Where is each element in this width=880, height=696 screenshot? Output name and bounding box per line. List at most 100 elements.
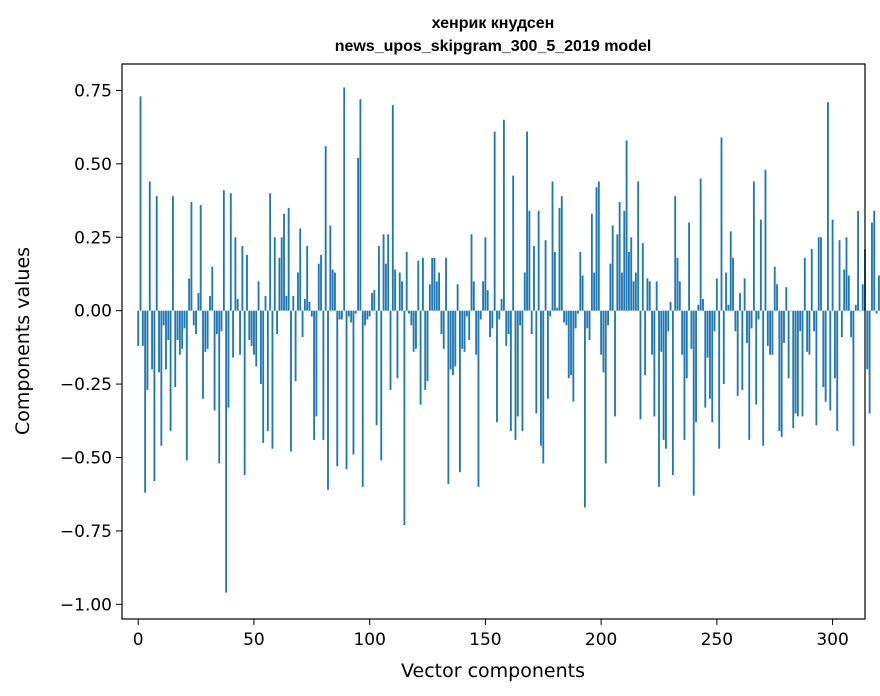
- bar-305: [843, 269, 846, 311]
- bar-170: [530, 310, 533, 335]
- bar-50: [253, 310, 255, 355]
- bar-138: [456, 284, 459, 311]
- bar-111: [394, 269, 397, 311]
- bar-162: [512, 175, 515, 311]
- bar-55: [264, 295, 267, 311]
- x-tick-label: 0: [133, 630, 144, 650]
- bar-299: [829, 310, 832, 411]
- bar-23: [190, 202, 193, 311]
- bar-194: [586, 310, 589, 329]
- bar-36: [220, 310, 223, 332]
- bar-34: [215, 310, 218, 335]
- bar-30: [206, 310, 209, 349]
- bar-1: [139, 96, 142, 311]
- bar-103: [375, 310, 378, 426]
- bar-19: [181, 310, 184, 349]
- bar-141: [463, 310, 466, 352]
- bar-58: [271, 310, 274, 449]
- bar-95: [357, 157, 360, 311]
- bar-27: [199, 204, 202, 311]
- y-tick-label: −0.25: [60, 375, 112, 395]
- plot-frame: [121, 63, 866, 620]
- bar-108: [387, 234, 390, 311]
- bar-127: [431, 257, 434, 311]
- bar-291: [810, 249, 813, 311]
- bar-180: [553, 251, 556, 311]
- bar-126: [428, 284, 431, 311]
- bar-40: [229, 193, 232, 311]
- bar-92: [350, 310, 353, 323]
- bar-102: [373, 290, 376, 311]
- bar-273: [769, 310, 772, 355]
- bar-140: [461, 310, 464, 349]
- bar-136: [452, 310, 454, 376]
- bar-258: [734, 310, 737, 332]
- bar-219: [644, 310, 647, 376]
- bar-80: [322, 310, 325, 440]
- bar-250: [715, 278, 718, 311]
- bar-249: [713, 310, 716, 332]
- bar-7: [153, 310, 156, 481]
- bar-233: [676, 257, 679, 311]
- bar-209: [621, 272, 623, 311]
- y-tick-label: 0.75: [74, 81, 112, 101]
- bar-6: [151, 310, 154, 370]
- bar-293: [815, 310, 818, 426]
- bar-295: [820, 237, 822, 311]
- bar-285: [796, 310, 799, 417]
- bar-275: [773, 266, 776, 311]
- bar-167: [523, 272, 526, 311]
- bar-51: [255, 310, 258, 367]
- bar-286: [799, 310, 802, 332]
- bar-178: [549, 310, 552, 317]
- bar-146: [475, 310, 478, 355]
- bar-25: [195, 310, 197, 335]
- bar-161: [509, 310, 512, 432]
- bar-56: [266, 310, 269, 432]
- bar-231: [671, 310, 674, 476]
- y-axis-ticks: 0.75 0.50 0.25 0.00 −0.25 −0.50 −0.75 −1.00: [60, 81, 122, 615]
- x-tick-label: 250: [701, 630, 733, 650]
- x-axis-label: Vector components: [401, 660, 585, 682]
- bar-223: [653, 310, 656, 417]
- bar-256: [729, 231, 732, 311]
- bar-5: [148, 181, 151, 311]
- bar-60: [276, 310, 279, 335]
- bar-49: [250, 310, 253, 346]
- bar-175: [542, 310, 545, 464]
- bar-238: [688, 222, 691, 311]
- bar-289: [806, 310, 809, 352]
- bar-66: [290, 310, 292, 452]
- bar-142: [465, 310, 468, 317]
- bar-276: [776, 284, 778, 311]
- bar-212: [627, 251, 630, 311]
- bar-48: [248, 310, 251, 341]
- bar-192: [581, 275, 584, 311]
- bar-4: [146, 310, 149, 390]
- bar-198: [595, 187, 598, 311]
- bar-214: [632, 281, 635, 311]
- bar-283: [792, 310, 795, 429]
- x-tick-label: 50: [243, 630, 265, 650]
- bars-group: [137, 87, 880, 593]
- bar-57: [269, 193, 272, 311]
- bar-69: [296, 272, 299, 311]
- bar-302: [836, 310, 839, 432]
- bar-65: [287, 207, 290, 311]
- bar-227: [662, 310, 665, 440]
- bar-242: [697, 304, 700, 311]
- bar-67: [292, 295, 295, 311]
- bar-216: [637, 181, 640, 311]
- bar-145: [472, 281, 475, 311]
- bar-164: [516, 310, 519, 417]
- bar-0: [137, 310, 140, 346]
- bar-73: [306, 246, 309, 311]
- bar-232: [674, 196, 677, 311]
- bar-186: [567, 310, 570, 379]
- bar-156: [498, 310, 501, 320]
- bar-317: [871, 222, 873, 311]
- bar-82: [327, 310, 329, 490]
- bar-244: [702, 298, 704, 311]
- bar-18: [178, 310, 181, 355]
- bar-129: [435, 281, 438, 311]
